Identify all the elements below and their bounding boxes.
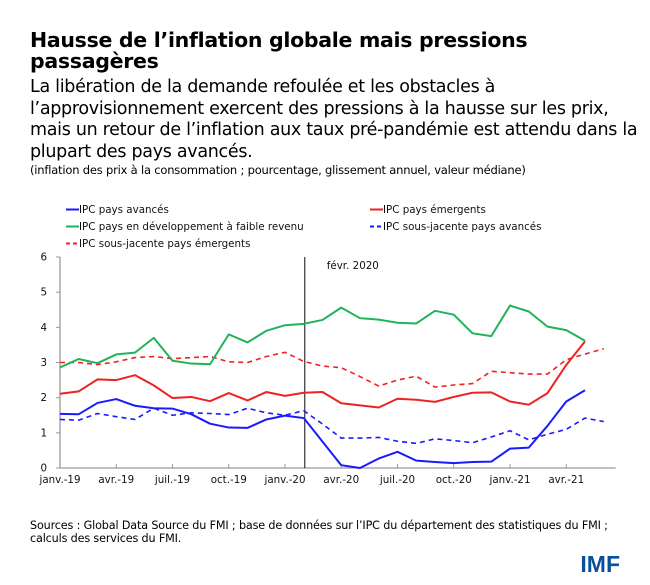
x-tick-label: janv.-20	[263, 474, 305, 486]
x-tick-label: janv.-19	[38, 474, 80, 486]
legend-label: IPC pays en développement à faible reven…	[79, 221, 304, 233]
chart-axes: 0 1 2 3 4 5 6 janv.-19 avr.-19 juil.-19 oct.-19 jan…	[38, 252, 616, 486]
legend-label: IPC pays avancés	[79, 204, 169, 216]
annotation-label: févr. 2020	[327, 260, 379, 272]
x-tick-label: avr.-19	[98, 474, 134, 486]
x-tick-label: oct.-19	[211, 474, 247, 486]
y-tick-label: 2	[40, 392, 47, 404]
chart-legend: IPC pays avancés IPC pays émergents IPC pa…	[66, 204, 542, 250]
imf-logo: IMF	[580, 551, 620, 577]
x-tick-label: janv.-21	[488, 474, 530, 486]
y-tick-label: 0	[40, 463, 47, 475]
chart-title: Hausse de l’inflation globale mais press…	[30, 28, 528, 73]
y-tick-label: 6	[40, 252, 47, 264]
x-tick-label: oct.-20	[436, 474, 472, 486]
series-line-4	[60, 348, 604, 388]
line-chart: IPC pays avancés IPC pays émergents IPC pa…	[38, 204, 616, 486]
y-tick-label: 5	[40, 287, 47, 299]
y-tick-label: 1	[40, 427, 47, 439]
chart-units-note: (inflation des prix à la consommation ; …	[30, 163, 526, 177]
series-line-3	[59, 407, 604, 445]
series-line-2	[59, 304, 586, 369]
x-tick-label: juil.-20	[379, 474, 415, 486]
x-tick-label: avr.-21	[548, 474, 584, 486]
series-group	[59, 304, 604, 469]
sources-note: Sources : Global Data Source du FMI ; ba…	[30, 519, 608, 545]
series-line-1	[59, 340, 586, 409]
annotation-group: févr. 2020	[304, 257, 379, 468]
y-tick-label: 3	[40, 357, 47, 369]
series-line-0	[59, 389, 586, 469]
x-tick-label: avr.-20	[323, 474, 359, 486]
legend-label: IPC sous-jacente pays émergents	[79, 238, 250, 250]
legend-label: IPC pays émergents	[383, 204, 486, 216]
chart-subtitle: La libération de la demande refoulée et …	[30, 77, 638, 162]
y-tick-label: 4	[40, 322, 47, 334]
x-tick-label: juil.-19	[154, 474, 190, 486]
legend-label: IPC sous-jacente pays avancés	[383, 221, 542, 233]
